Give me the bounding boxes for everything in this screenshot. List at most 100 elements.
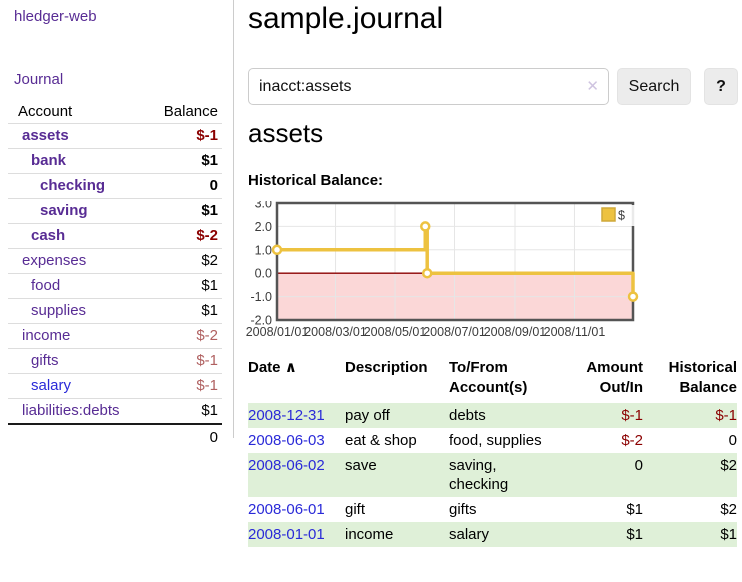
x-tick-label: 2008/09/01 [484,325,547,339]
register-row: 2008-06-02 save saving, checking 0 $2 [248,453,737,497]
transaction-description: gift [345,501,366,518]
transaction-balance: $2 [720,501,737,518]
app-title-link[interactable]: hledger-web [14,8,97,25]
y-tick-label: 1.0 [255,243,272,257]
account-balance: $-1 [148,348,222,374]
account-link-cash[interactable]: cash [31,227,66,244]
account-link-saving[interactable]: saving [40,202,88,219]
date-column-header[interactable]: Date ∧ [248,359,297,376]
account-row: liabilities:debts $1 [8,398,222,425]
historical-balance-chart: 3.0 2.0 1.0 0.0 -1.0 -2.0 2008/01/01 2008/03/01… [240,201,642,343]
account-link-bank[interactable]: bank [31,152,67,169]
account-balance: $-2 [148,223,222,249]
register-table: Date ∧ Description To/From Account(s) Am… [248,358,737,547]
x-tick-label: 2008/03/01 [304,325,367,339]
account-balance: $-1 [148,123,222,149]
account-link-supplies[interactable]: supplies [31,302,87,319]
balance-column-header: Historical Balance [668,359,737,396]
transaction-balance: 0 [728,432,737,449]
register-row: 2008-06-01 gift gifts $1 $2 [248,497,737,522]
account-link-food[interactable]: food [31,277,61,294]
x-tick-label: 2008/01/01 [246,325,309,339]
account-row: cash $-2 [8,223,222,249]
transaction-date-link[interactable]: 2008-06-02 [248,457,325,474]
sidebar-item-journal[interactable]: Journal [14,71,64,88]
transaction-description: income [345,526,394,543]
account-row: income $-2 [8,323,222,349]
plot-border [275,201,635,322]
transaction-date-link[interactable]: 2008-06-01 [248,501,325,518]
account-link-assets[interactable]: assets [22,127,69,144]
sidebar: hledger-web Journal Account Balance asse… [0,0,234,450]
register-row: 2008-01-01 income salary $1 $1 [248,522,737,547]
search-form: ✕ Search ? [248,68,738,105]
register-row: 2008-06-03 eat & shop food, supplies $-2… [248,428,737,453]
account-link-income[interactable]: income [22,327,71,344]
balance-column-header: Balance [148,101,222,124]
account-balance: $1 [148,298,222,324]
transaction-accounts: gifts [449,501,477,518]
register-header-row: Date ∧ Description To/From Account(s) Am… [248,358,737,403]
data-point-marker [627,291,639,302]
transaction-accounts: saving, checking [449,457,509,493]
account-row: gifts $-1 [8,348,222,374]
account-row: salary $-1 [8,373,222,399]
accounts-total-row: 0 [8,423,222,450]
y-tick-label: -1.0 [250,290,272,304]
account-link-expenses[interactable]: expenses [22,252,87,269]
transaction-amount: 0 [634,457,643,474]
y-tick-label: 3.0 [255,201,272,211]
data-point-marker [271,244,283,256]
y-tick-label: 0.0 [255,267,272,281]
x-tick-label: 2008/05/01 [364,325,427,339]
account-row: food $1 [8,273,222,299]
accounts-balance-table: Account Balance assets $-1 bank $1 check… [8,101,222,450]
transaction-balance: $1 [720,526,737,543]
legend-label: $ [618,209,625,223]
chart-heading: Historical Balance: [248,172,384,189]
data-point-marker [421,267,433,279]
search-button[interactable]: Search [617,68,691,105]
account-balance: $-1 [148,373,222,399]
sort-ascending-icon: ∧ [284,359,297,376]
transaction-date-link[interactable]: 2008-06-03 [248,432,325,449]
account-row: assets $-1 [8,123,222,149]
accounts-column-header: To/From Account(s) [449,359,528,396]
transaction-amount: $1 [626,526,643,543]
transaction-description: eat & shop [345,432,417,449]
account-link-gifts[interactable]: gifts [31,352,59,369]
account-balance: $-2 [148,323,222,349]
account-link-liabilities-debts[interactable]: liabilities:debts [22,402,120,419]
help-button[interactable]: ? [704,68,738,105]
account-balance: $2 [148,248,222,274]
transaction-description: save [345,457,377,474]
transaction-accounts: food, supplies [449,432,542,449]
data-point-marker [420,221,431,232]
account-balance: 0 [148,173,222,199]
account-row: expenses $2 [8,248,222,274]
transaction-balance: $2 [720,457,737,474]
account-row: bank $1 [8,148,222,174]
transaction-accounts: debts [449,407,486,424]
description-column-header: Description [345,359,428,376]
account-row: supplies $1 [8,298,222,324]
account-balance: $1 [148,273,222,299]
account-row: checking 0 [8,173,222,199]
transaction-date-link[interactable]: 2008-12-31 [248,407,325,424]
x-tick-label: 2008/11/01 [544,325,606,339]
transaction-amount: $1 [626,501,643,518]
account-column-header: Account [8,101,149,124]
x-tick-label: 2008/07/01 [423,325,486,339]
account-link-salary[interactable]: salary [31,377,72,394]
transaction-balance: $-1 [715,407,737,424]
y-tick-label: 2.0 [255,220,272,234]
legend-color-swatch [601,207,616,222]
account-balance: $1 [148,398,222,425]
search-input[interactable] [248,68,609,105]
amount-column-header: Amount Out/In [586,359,643,396]
page-title: sample.journal [248,2,444,35]
transaction-date-link[interactable]: 2008-01-01 [248,526,325,543]
account-link-checking[interactable]: checking [40,177,106,194]
clear-search-icon[interactable]: ✕ [586,78,599,95]
accounts-table-header: Account Balance [8,101,222,124]
